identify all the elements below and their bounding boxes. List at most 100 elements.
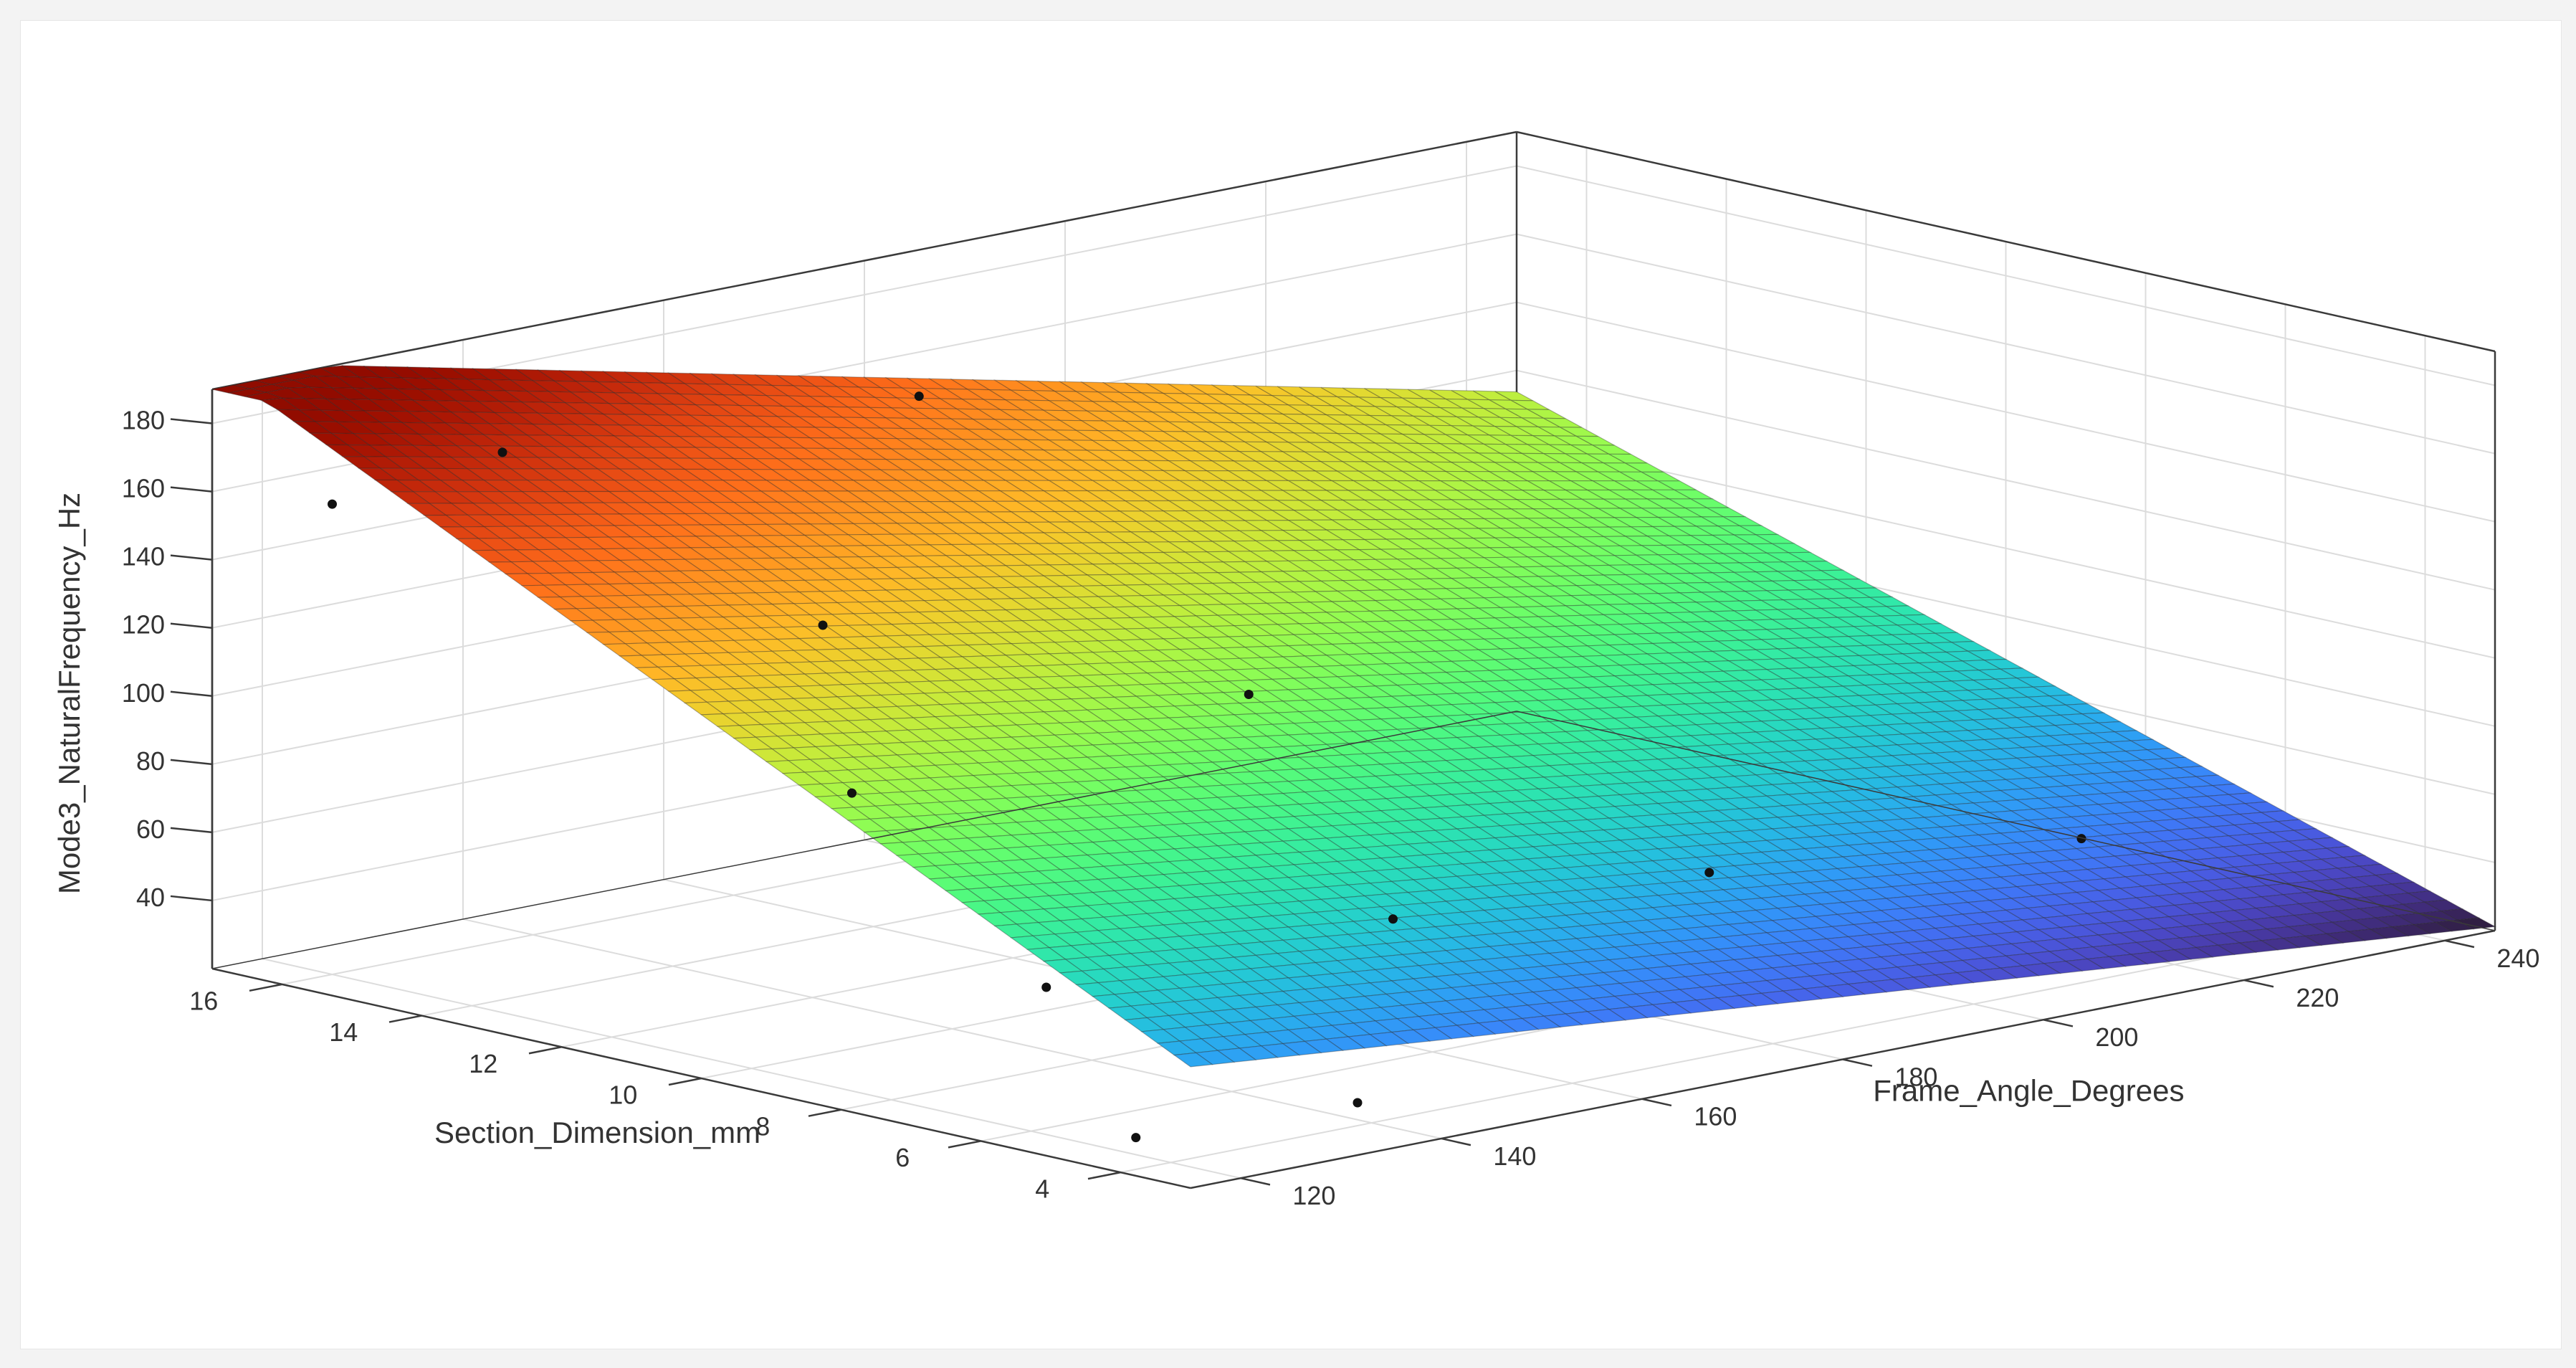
surface-patch xyxy=(1656,801,1698,814)
y-tick xyxy=(808,1108,841,1117)
surface-patch xyxy=(1960,698,2003,711)
surface-patch xyxy=(1509,992,1551,1006)
surface-patch xyxy=(1515,744,1557,756)
surface-patch xyxy=(2026,735,2067,747)
surface-patch xyxy=(1874,966,1915,980)
y-tick xyxy=(1087,1171,1121,1180)
surface-patch xyxy=(1694,601,1736,612)
surface-patch xyxy=(1857,956,1899,970)
surface-patch xyxy=(1672,811,1714,825)
surface-patch xyxy=(1776,906,1817,919)
surface-patch xyxy=(525,526,567,538)
surface-patch xyxy=(1972,801,2013,813)
data-point[interactable] xyxy=(497,447,507,457)
surface-patch xyxy=(1064,804,1105,819)
surface-patch xyxy=(1547,951,1589,965)
surface-patch xyxy=(1613,760,1654,773)
data-point[interactable] xyxy=(328,499,337,509)
data-point[interactable] xyxy=(1388,914,1398,924)
surface-patch xyxy=(1614,480,1653,491)
surface-patch xyxy=(1895,624,1937,635)
surface-plot[interactable]: 120 140 160 180 200 220 240 4 6 8 10 12 14 16 40 60 80 10… xyxy=(21,21,2561,1349)
surface-patch xyxy=(634,666,676,680)
surface-patch xyxy=(2102,876,2144,889)
surface-patch xyxy=(1596,706,1638,719)
surface-patch xyxy=(1646,870,1687,884)
surface-patch xyxy=(1341,538,1383,551)
surface-patch xyxy=(945,738,986,753)
surface-patch xyxy=(912,865,953,880)
surface-patch xyxy=(1216,614,1257,627)
surface-patch xyxy=(1689,777,1730,790)
surface-patch xyxy=(1874,787,1915,799)
data-point[interactable] xyxy=(1131,1133,1141,1143)
surface-patch xyxy=(1075,878,1116,893)
z-tick-label: 80 xyxy=(136,746,165,776)
data-point[interactable] xyxy=(1353,1098,1363,1108)
surface-patch xyxy=(1640,883,1681,896)
surface-patch xyxy=(1461,1009,1502,1024)
surface-patch xyxy=(1770,965,1812,979)
surface-patch xyxy=(1580,697,1622,709)
surface-patch xyxy=(1634,632,1676,645)
surface-patch xyxy=(1743,669,1785,680)
z-axis-label: Mode3_NaturalFrequency_Hz xyxy=(52,493,86,894)
surface-patch xyxy=(1710,571,1752,583)
surface-patch xyxy=(1895,828,1937,841)
surface-patch xyxy=(1640,583,1681,594)
surface-patch xyxy=(710,640,752,653)
surface-patch xyxy=(1216,795,1257,809)
surface-patch xyxy=(1618,792,1660,806)
surface-patch xyxy=(1890,673,1932,684)
surface-patch xyxy=(1613,993,1654,1008)
data-point[interactable] xyxy=(847,788,857,798)
surface-patch xyxy=(1292,814,1334,828)
surface-patch xyxy=(1477,489,1519,500)
surface-patch xyxy=(1151,799,1192,813)
data-point[interactable] xyxy=(914,391,924,402)
surface-patch xyxy=(1808,748,1850,761)
surface-patch xyxy=(1966,728,2008,741)
surface-patch xyxy=(1743,710,1785,722)
surface-patch xyxy=(1640,622,1681,634)
surface-patch xyxy=(2162,797,2203,809)
data-point[interactable] xyxy=(1704,868,1714,878)
surface-patch xyxy=(1711,733,1752,745)
z-tick-label: 140 xyxy=(122,542,165,571)
y-tick xyxy=(948,1140,981,1149)
surface-patch xyxy=(2195,944,2236,958)
surface-patch xyxy=(2096,932,2138,946)
y-tick xyxy=(249,983,282,992)
surface-patch xyxy=(1737,525,1780,536)
y-tick-label: 12 xyxy=(469,1049,497,1078)
surface-patch xyxy=(1836,959,1877,972)
surface-patch xyxy=(1803,759,1844,771)
surface-patch xyxy=(1770,657,1812,670)
surface-patch xyxy=(1596,794,1638,807)
surface-patch xyxy=(2357,906,2399,918)
data-point[interactable] xyxy=(1041,982,1051,992)
surface-patch xyxy=(1683,621,1725,632)
surface-patch xyxy=(1678,799,1719,813)
data-point[interactable] xyxy=(818,620,828,630)
z-tick-label: 100 xyxy=(122,678,165,708)
surface-patch xyxy=(1672,682,1714,694)
surface-patch xyxy=(2227,792,2269,804)
surface-patch xyxy=(863,830,904,845)
surface-patch xyxy=(2031,685,2073,697)
surface-patch xyxy=(1993,757,2035,769)
surface-patch xyxy=(2265,883,2307,896)
surface-patch xyxy=(1906,763,1948,776)
surface-patch xyxy=(1629,769,1671,783)
surface-patch xyxy=(1830,626,1872,637)
z-tick xyxy=(170,690,213,698)
surface-patch xyxy=(2021,746,2062,758)
surface-patch xyxy=(1580,614,1622,626)
surface-patch xyxy=(2059,753,2100,765)
surface-patch xyxy=(1363,751,1404,765)
surface-patch xyxy=(2401,901,2443,914)
box-edge xyxy=(211,130,1517,391)
data-point[interactable] xyxy=(1244,690,1254,700)
surface-patch xyxy=(678,665,720,679)
data-point[interactable] xyxy=(2076,834,2086,844)
